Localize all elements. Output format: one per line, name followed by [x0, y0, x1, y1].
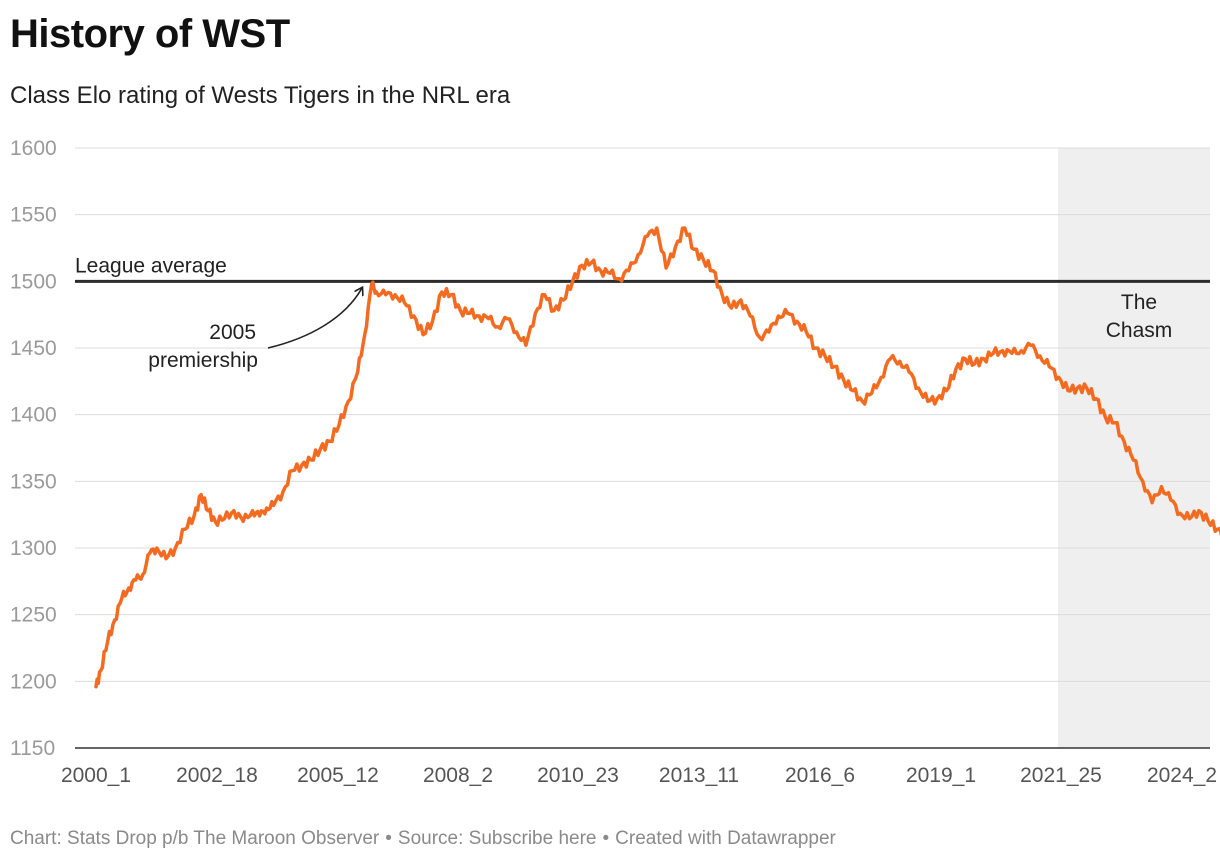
premiership-label-line-2: premiership [148, 349, 258, 372]
league-average-label: League average [75, 254, 227, 277]
x-tick-label-2000_1: 2000_1 [61, 764, 131, 787]
x-tick-label-2024_2: 2024_2 [1147, 764, 1217, 787]
premiership-label-line-1: 2005 [209, 321, 256, 344]
shaded-region-the-chasm [1058, 148, 1210, 748]
y-tick-label-1350: 1350 [10, 470, 57, 493]
y-tick-label-1250: 1250 [10, 604, 57, 627]
footer-source-link[interactable]: Source: Subscribe here [397, 828, 597, 849]
y-tick-labels-layer: 1150 1200 1250 1300 1350 1400 1450 1500 1550 1600 [10, 137, 57, 760]
x-tick-label-2005_12: 2005_12 [297, 764, 379, 787]
x-tick-label-2013_11: 2013_11 [659, 764, 739, 787]
x-tick-label-2002_18: 2002_18 [176, 764, 258, 787]
footer-credit: Chart: Stats Drop p/b The Maroon Observe… [10, 828, 380, 849]
y-tick-label-1300: 1300 [10, 537, 57, 560]
footer-tool-link[interactable]: Created with Datawrapper [615, 828, 836, 849]
premiership-arrow [267, 288, 362, 349]
y-tick-label-1550: 1550 [10, 204, 57, 227]
x-tick-label-2021_25: 2021_25 [1020, 764, 1102, 787]
x-tick-label-2010_23: 2010_23 [537, 764, 619, 787]
line-chart: 1150 1200 1250 1300 1350 1400 1450 1500 1550 1600… [10, 137, 1220, 787]
x-tick-label-2016_6: 2016_6 [785, 764, 855, 787]
series-layer [94, 226, 1220, 689]
footer-separator: • [385, 828, 392, 849]
chasm-label-line-2: Chasm [1106, 319, 1173, 342]
chart-footer: Chart: Stats Drop p/b The Maroon Observe… [10, 828, 836, 850]
y-tick-label-1450: 1450 [10, 337, 57, 360]
series-line-0 [94, 226, 1220, 689]
y-tick-label-1400: 1400 [10, 404, 57, 427]
footer-separator: • [602, 828, 610, 849]
x-tick-label-2008_2: 2008_2 [423, 764, 493, 787]
y-tick-label-1500: 1500 [10, 270, 57, 293]
chart-subtitle: Class Elo rating of Wests Tigers in the … [10, 82, 511, 109]
x-tick-label-2019_1: 2019_1 [906, 764, 976, 787]
gridlines-layer [75, 147, 1210, 749]
annotation-layer: 2005 premiership The Chasm [148, 288, 1172, 372]
shaded-region-layer [1058, 148, 1210, 748]
reference-line-layer: League average [75, 254, 1210, 283]
x-tick-labels-layer: 2000_1 2002_18 2005_12 2008_2 2010_23 2013_11… [61, 764, 1217, 787]
chart-title: History of WST [10, 12, 290, 56]
y-tick-label-1150: 1150 [10, 737, 55, 760]
y-tick-label-1200: 1200 [10, 670, 57, 693]
y-tick-label-1600: 1600 [10, 137, 57, 160]
chasm-label-line-1: The [1121, 291, 1157, 314]
